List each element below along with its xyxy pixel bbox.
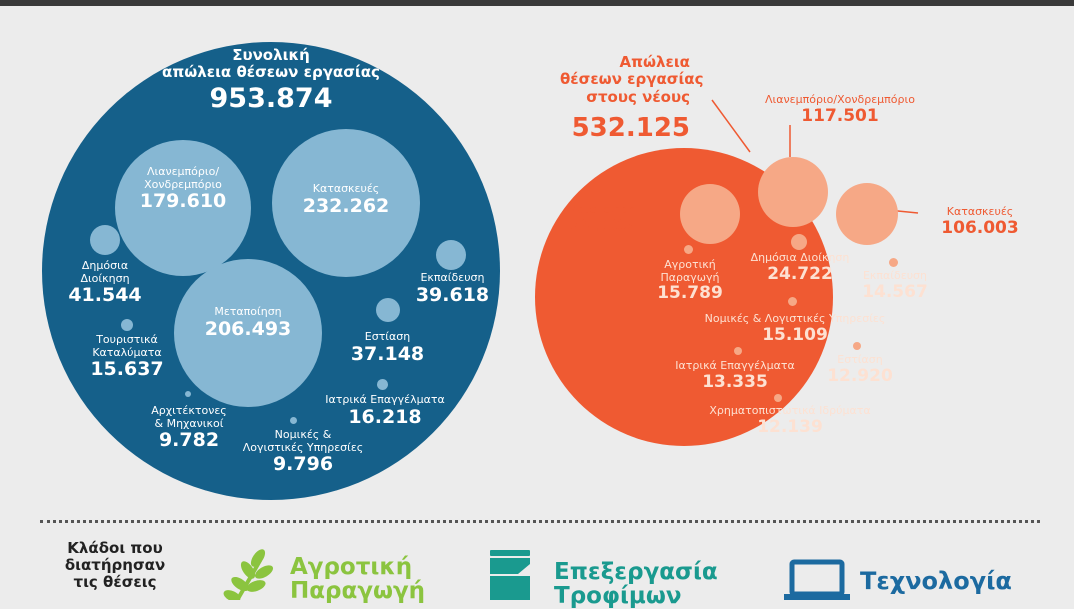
youth-sector-catering: Εστίαση 12.920 [827,353,893,386]
bubble-medical [377,379,388,390]
wheat-icon [223,549,274,600]
youth-bubble-medical [734,347,742,355]
bubble-retail [115,140,251,276]
youth-sector-medical: Ιατρικά Επαγγέλματα 13.335 [675,359,795,392]
total-sector-catering: Εστίαση 37.148 [350,330,425,365]
footer-item-food-processing: Επεξεργασία Τροφίμων [554,559,718,609]
total-title-line1: Συνολική [232,46,310,64]
total-sector-manufacturing: Μεταποίηση 206.493 [204,305,292,340]
total-sector-tourism: Τουριστικά Καταλύματα 15.637 [90,333,164,381]
youth-title: Απώλεια θέσεων εργασίας στους νέους [560,53,704,106]
dotted-divider [40,520,1040,523]
youth-sector-manufacturing: Μεταποίηση 99.602 [567,203,635,236]
bubble-tourism [121,319,133,331]
youth-sector-education: Εκπαίδευση 14.567 [862,269,928,302]
total-sector-construction: Κατασκευές 232.262 [302,182,390,217]
youth-sector-legal: Νομικές & Λογιστικές Υπηρεσίες 15.109 [704,312,886,345]
top-bar [0,0,1074,6]
youth-sector-agriculture: Αγροτική Παραγωγή 15.789 [657,258,723,304]
total-sector-architects: Αρχιτέκτονες & Μηχανικοί 9.782 [151,404,227,452]
youth-title-connector [711,99,751,153]
youth-sector-retail: Λιανεμπόριο/Χονδρεμπόριο 117.501 [765,93,915,126]
youth-title-line1: Απώλεια [619,53,690,71]
bubble-architects [185,391,191,397]
bubble-construction [272,129,420,277]
youth-sector-public-admin: Δημόσια Διοίκηση 24.722 [750,251,850,284]
footer-item-agriculture: Αγροτική Παραγωγή [290,554,426,605]
laptop-icon [784,559,850,600]
footer-heading: Κλάδοι που διατήρησαν τις θέσεις [64,539,166,591]
youth-bubble-finance [774,394,782,402]
youth-sector-finance: Χρηματοπιστωτικά Ιδρύματα 12.139 [709,404,871,437]
youth-bubble-education [889,258,898,267]
bubble-legal [290,417,297,424]
youth-title-line2: θέσεων εργασίας [560,70,704,89]
youth-bubble-manufacturing [680,184,740,244]
total-title: Συνολική απώλεια θέσεων εργασίας 953.874 [42,46,500,114]
youth-title-line3: στους νέους [586,87,690,106]
youth-bubble-public-admin [791,234,807,250]
youth-bubble-legal [788,297,797,306]
bubble-catering [376,298,400,322]
footer-item-technology: Τεχνολογία [860,567,1012,595]
total-value: 953.874 [209,82,333,114]
youth-sector-construction: Κατασκευές 106.003 [941,205,1019,238]
youth-bubble-retail [758,157,828,227]
total-title-line2: απώλεια θέσεων εργασίας [162,63,380,82]
total-sector-education: Εκπαίδευση 39.618 [415,271,490,306]
youth-bubble-agriculture [684,245,693,254]
youth-value: 532.125 [571,113,690,143]
youth-bubble-construction [836,183,898,245]
total-sector-public-admin: Δημόσια Διοίκηση 41.544 [68,259,142,307]
bubble-public-admin [90,225,120,255]
total-sector-retail: Λιανεμπόριο/ Χονδρεμπόριο 179.610 [139,165,227,213]
total-sector-medical: Ιατρικά Επαγγέλματα 16.218 [325,393,445,428]
youth-bubble-catering [853,342,861,350]
total-sector-legal: Νομικές & Λογιστικές Υπηρεσίες 9.796 [242,428,364,476]
milk-carton-icon [490,550,530,600]
bubble-manufacturing [174,259,322,407]
bubble-education [436,240,466,270]
